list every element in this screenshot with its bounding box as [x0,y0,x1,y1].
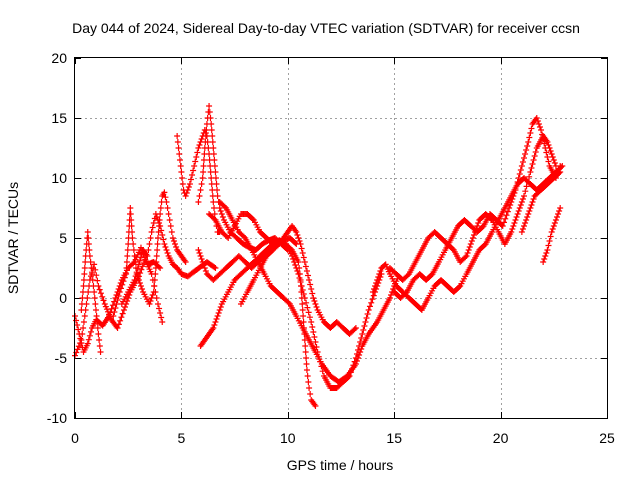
x-tick-label: 5 [178,430,186,446]
y-tick-label: 15 [51,110,67,126]
x-tick-label: 15 [386,430,402,446]
x-tick-label: 20 [493,430,509,446]
series-track-12 [237,223,359,337]
y-axis-label: SDTVAR / TECUs [5,182,21,294]
series-track-5 [118,211,219,307]
y-tick-label: -5 [55,350,68,366]
y-tick-label: -10 [47,410,67,426]
y-tick-label: 20 [51,50,67,66]
series-track-15 [391,115,564,301]
series-track-3 [78,229,104,355]
data-marks [72,103,566,409]
x-tick-label: 10 [280,430,296,446]
series-track-16 [540,205,564,265]
y-tick-label: 0 [59,290,67,306]
x-tick-label: 25 [599,430,615,446]
chart-title: Day 044 of 2024, Sidereal Day-to-day VTE… [72,20,580,36]
plot-frame [74,57,608,419]
series-track-6 [174,127,223,235]
series-track-14 [386,133,559,283]
y-tick-label: 10 [51,170,67,186]
series-track-17 [518,169,564,235]
x-tick-label: 0 [71,430,79,446]
x-axis-label: GPS time / hours [287,457,394,473]
y-tick-label: 5 [59,230,67,246]
grid-lines [75,58,607,418]
series-track-11 [206,211,385,391]
